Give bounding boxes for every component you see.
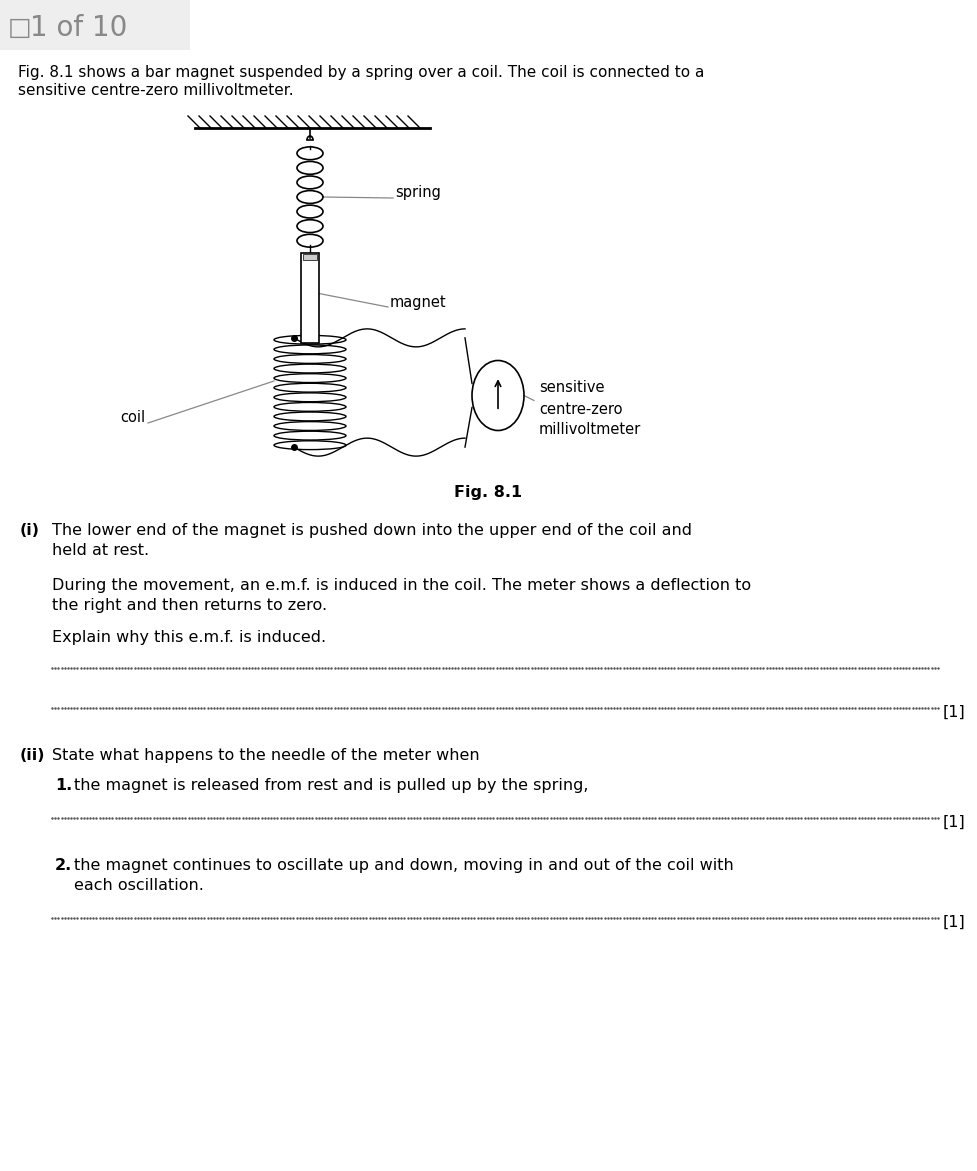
Text: coil: coil <box>120 411 146 425</box>
Text: □: □ <box>8 16 31 40</box>
Text: spring: spring <box>395 185 441 200</box>
Text: State what happens to the needle of the meter when: State what happens to the needle of the … <box>52 748 480 763</box>
Text: 1 of 10: 1 of 10 <box>30 14 127 42</box>
Text: each oscillation.: each oscillation. <box>74 878 204 893</box>
Text: Explain why this e.m.f. is induced.: Explain why this e.m.f. is induced. <box>52 630 326 645</box>
Text: sensitive
centre-zero
millivoltmeter: sensitive centre-zero millivoltmeter <box>539 381 641 438</box>
Text: Fig. 8.1: Fig. 8.1 <box>454 485 523 500</box>
Text: 2.: 2. <box>55 858 72 874</box>
Text: sensitive centre-zero millivoltmeter.: sensitive centre-zero millivoltmeter. <box>18 83 294 98</box>
Text: Fig. 8.1 shows a bar magnet suspended by a spring over a coil. The coil is conne: Fig. 8.1 shows a bar magnet suspended by… <box>18 66 704 80</box>
Bar <box>301 253 319 343</box>
Text: [1]: [1] <box>943 915 965 930</box>
Text: [1]: [1] <box>943 815 965 830</box>
Text: The lower end of the magnet is pushed down into the upper end of the coil and: The lower end of the magnet is pushed do… <box>52 523 692 537</box>
Text: held at rest.: held at rest. <box>52 543 149 559</box>
Text: the magnet is released from rest and is pulled up by the spring,: the magnet is released from rest and is … <box>74 778 588 793</box>
Text: [1]: [1] <box>943 705 965 720</box>
FancyBboxPatch shape <box>0 0 190 50</box>
Text: (i): (i) <box>20 523 40 537</box>
Text: (ii): (ii) <box>20 748 46 763</box>
Text: the right and then returns to zero.: the right and then returns to zero. <box>52 598 327 612</box>
Text: magnet: magnet <box>390 294 446 309</box>
Text: During the movement, an e.m.f. is induced in the coil. The meter shows a deflect: During the movement, an e.m.f. is induce… <box>52 578 751 593</box>
Text: 1.: 1. <box>55 778 72 793</box>
Text: the magnet continues to oscillate up and down, moving in and out of the coil wit: the magnet continues to oscillate up and… <box>74 858 734 874</box>
Bar <box>303 254 317 260</box>
